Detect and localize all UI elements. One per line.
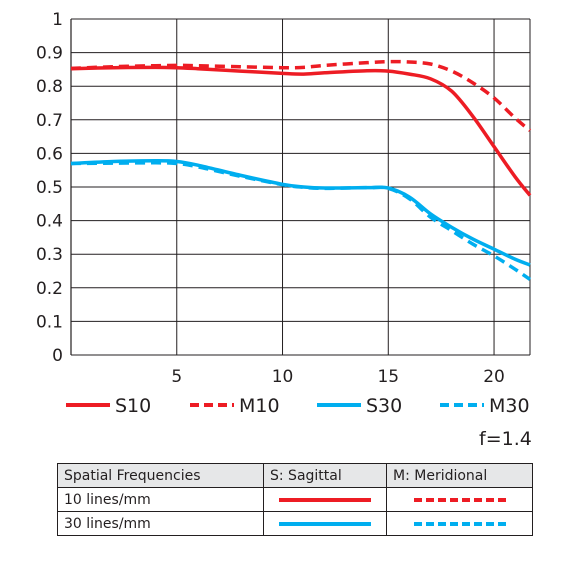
y-tick-label: 0 <box>52 346 63 366</box>
y-tick-label: 0.4 <box>36 212 63 232</box>
key-row-label: 10 lines/mm <box>57 487 264 512</box>
key-header-meridional: M: Meridional <box>386 463 533 488</box>
key-meridional-cell <box>386 487 533 512</box>
legend-label-m30: M30 <box>489 395 530 417</box>
x-tick-label: 10 <box>272 367 294 387</box>
y-tick-label: 0.8 <box>36 77 63 97</box>
solid-line-swatch <box>279 521 371 526</box>
key-sagittal-cell <box>263 511 387 536</box>
series-line-m10 <box>70 59 532 132</box>
legend-label-s10: S10 <box>115 395 151 417</box>
key-header-frequency: Spatial Frequencies <box>57 463 264 488</box>
dashed-line-swatch <box>413 521 506 526</box>
x-tick-label: 15 <box>377 367 399 387</box>
series-line-s30 <box>70 159 531 267</box>
y-tick-label: 0.9 <box>36 44 63 64</box>
y-tick-label: 0.2 <box>36 279 63 299</box>
y-tick-label: 1 <box>52 10 63 30</box>
legend-label-m10: M10 <box>239 395 280 417</box>
y-tick-label: 0.6 <box>36 144 63 164</box>
key-table-row: 10 lines/mm <box>57 487 533 512</box>
series-line-m30 <box>70 161 531 281</box>
dashed-line-swatch <box>413 497 506 502</box>
frequency-key-table: Spatial Frequencies S: Sagittal M: Merid… <box>57 463 533 536</box>
key-table-row: 30 lines/mm <box>57 511 533 536</box>
key-sagittal-cell <box>263 487 387 512</box>
legend-label-s30: S30 <box>366 395 402 417</box>
key-meridional-cell <box>386 511 533 536</box>
aperture-label: f=1.4 <box>479 428 532 450</box>
x-tick-label: 5 <box>171 367 182 387</box>
key-header-sagittal: S: Sagittal <box>263 463 387 488</box>
y-tick-label: 0.5 <box>36 178 63 198</box>
y-tick-label: 0.7 <box>36 111 63 131</box>
key-table-header-row: Spatial Frequencies S: Sagittal M: Merid… <box>57 463 533 488</box>
solid-line-swatch <box>279 497 371 502</box>
y-tick-label: 0.1 <box>36 312 63 332</box>
series-line-s10 <box>70 65 532 197</box>
y-tick-label: 0.3 <box>36 245 63 265</box>
x-tick-label: 20 <box>483 367 505 387</box>
key-row-label: 30 lines/mm <box>57 511 264 536</box>
